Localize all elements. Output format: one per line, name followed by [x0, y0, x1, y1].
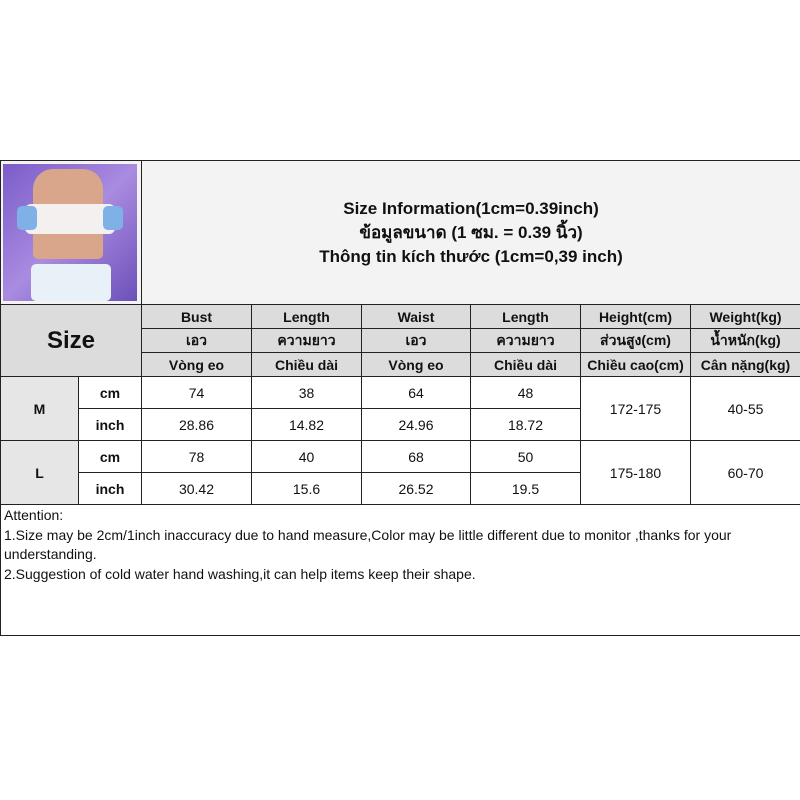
- attention-line: 2.Suggestion of cold water hand washing,…: [4, 565, 476, 582]
- header-cell: เอว: [361, 328, 471, 353]
- table-row: inch 30.42 15.6 26.52 19.5: [1, 472, 800, 505]
- header-cell: น้ำหนัก(kg): [689, 328, 800, 353]
- unit-label: inch: [78, 408, 142, 441]
- attention-heading: Attention:: [4, 507, 64, 523]
- unit-label: cm: [78, 376, 142, 409]
- value-cell: 74: [141, 376, 252, 409]
- header-cell: Length: [251, 304, 362, 329]
- header-cell: ความยาว: [251, 328, 362, 353]
- title-en: Size Information(1cm=0.39inch): [343, 198, 599, 218]
- value-cell: 18.72: [470, 408, 581, 441]
- title-th: ข้อมูลขนาด (1 ซม. = 0.39 นิ้ว): [359, 222, 583, 242]
- value-cell: 78: [141, 440, 252, 473]
- header-cell: Waist: [361, 304, 471, 329]
- size-label: M: [0, 376, 79, 441]
- table-row: inch 28.86 14.82 24.96 18.72: [1, 408, 800, 441]
- value-cell: 40: [251, 440, 362, 473]
- height-cell: 175-180: [580, 440, 691, 505]
- size-table: Size Information(1cm=0.39inch) ข้อมูลขนา…: [0, 160, 800, 636]
- unit-label: inch: [78, 472, 142, 505]
- header-cell: Vòng eo: [141, 352, 252, 377]
- value-cell: 68: [361, 440, 471, 473]
- header-cell: Length: [470, 304, 581, 329]
- table-row: M cm 74 38 64 48 172-175 40-55: [0, 376, 800, 441]
- unit-label: cm: [78, 440, 142, 473]
- value-cell: 19.5: [470, 472, 581, 505]
- header-cell: Vòng eo: [361, 352, 471, 377]
- chart-title: Size Information(1cm=0.39inch) ข้อมูลขนา…: [140, 160, 800, 305]
- product-photo: [0, 160, 142, 305]
- header-cell: Chiều cao(cm): [580, 352, 691, 377]
- title-vi: Thông tin kích thước (1cm=0,39 inch): [319, 246, 623, 266]
- header-cell: Cân nặng(kg): [689, 352, 800, 377]
- header-cell: Chiều dài: [470, 352, 581, 377]
- size-header: Size: [0, 304, 142, 377]
- value-cell: 28.86: [141, 408, 252, 441]
- header-cell: เอว: [141, 328, 252, 353]
- attention-notes: Attention: 1.Size may be 2cm/1inch inacc…: [0, 504, 800, 636]
- value-cell: 64: [361, 376, 471, 409]
- value-cell: 26.52: [361, 472, 471, 505]
- value-cell: 30.42: [141, 472, 252, 505]
- weight-cell: 60-70: [689, 440, 800, 505]
- header-cell: Bust: [141, 304, 252, 329]
- size-chart: Size Information(1cm=0.39inch) ข้อมูลขนา…: [0, 160, 800, 636]
- attention-line: 1.Size may be 2cm/1inch inaccuracy due t…: [4, 526, 732, 563]
- header-cell: Height(cm): [580, 304, 691, 329]
- value-cell: 24.96: [361, 408, 471, 441]
- height-cell: 172-175: [580, 376, 691, 441]
- value-cell: 15.6: [251, 472, 362, 505]
- weight-cell: 40-55: [689, 376, 800, 441]
- header-cell: ส่วนสูง(cm): [580, 328, 691, 353]
- header-cell: Weight(kg): [689, 304, 800, 329]
- value-cell: 38: [251, 376, 362, 409]
- header-cell: ความยาว: [470, 328, 581, 353]
- value-cell: 50: [470, 440, 581, 473]
- size-label: L: [0, 440, 79, 505]
- header-cell: Chiều dài: [251, 352, 362, 377]
- value-cell: 14.82: [251, 408, 362, 441]
- table-row: L cm 78 40 68 50 175-180 60-70: [0, 440, 800, 505]
- value-cell: 48: [470, 376, 581, 409]
